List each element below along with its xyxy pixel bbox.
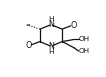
Text: N: N [48,42,54,51]
Text: OH: OH [79,48,90,54]
Text: OH: OH [79,36,90,43]
Text: N: N [48,20,54,29]
Text: O: O [70,21,76,30]
Text: O: O [26,41,32,50]
Text: H: H [48,16,53,22]
Text: H: H [48,49,53,55]
